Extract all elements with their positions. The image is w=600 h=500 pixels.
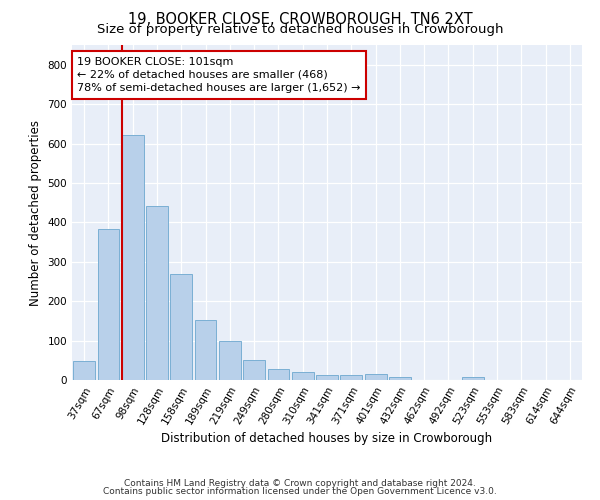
Text: Size of property relative to detached houses in Crowborough: Size of property relative to detached ho… [97,22,503,36]
Bar [389,377,411,380]
Bar [219,341,241,380]
Bar [170,274,192,380]
X-axis label: Distribution of detached houses by size in Crowborough: Distribution of detached houses by size … [161,432,493,445]
Bar [73,361,95,380]
Text: 19 BOOKER CLOSE: 101sqm
← 22% of detached houses are smaller (468)
78% of semi-d: 19 BOOKER CLOSE: 101sqm ← 22% of detache… [77,56,361,93]
Bar [292,372,314,380]
Bar [316,376,338,380]
Bar [146,206,168,380]
Bar [268,369,289,380]
Bar [122,135,143,380]
Bar [462,377,484,380]
Bar [365,374,386,380]
Text: 19, BOOKER CLOSE, CROWBOROUGH, TN6 2XT: 19, BOOKER CLOSE, CROWBOROUGH, TN6 2XT [128,12,472,28]
Bar [340,376,362,380]
Y-axis label: Number of detached properties: Number of detached properties [29,120,42,306]
Bar [97,229,119,380]
Text: Contains public sector information licensed under the Open Government Licence v3: Contains public sector information licen… [103,487,497,496]
Text: Contains HM Land Registry data © Crown copyright and database right 2024.: Contains HM Land Registry data © Crown c… [124,478,476,488]
Bar [194,320,217,380]
Bar [243,360,265,380]
